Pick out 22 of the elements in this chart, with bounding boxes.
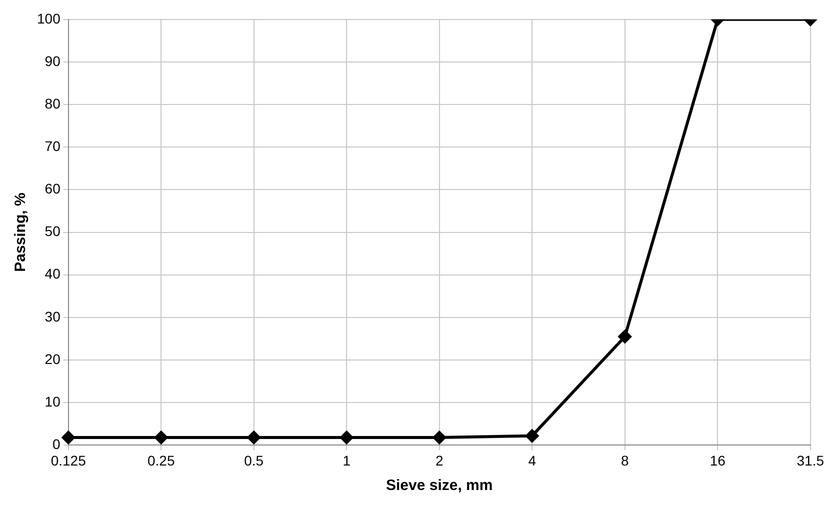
x-tick-label: 0.25 [147, 452, 175, 468]
x-tick-label: 0.5 [244, 452, 264, 468]
x-tick-label: 8 [620, 452, 629, 468]
y-tick-label: 70 [44, 138, 61, 154]
y-tick-label: 50 [44, 223, 61, 240]
x-tick-label: 0.125 [50, 452, 86, 468]
y-tick-label: 90 [44, 52, 61, 69]
x-tick-label: 4 [528, 452, 536, 468]
y-tick-label: 20 [44, 350, 61, 367]
x-tick-label: 31.5 [796, 452, 824, 468]
y-tick-label: 30 [44, 308, 61, 324]
y-tick-label: 80 [44, 95, 61, 112]
x-tick-label: 2 [435, 452, 444, 468]
x-tick-label: 1 [342, 452, 351, 468]
y-tick-label: 60 [44, 180, 61, 197]
x-axis-title: Sieve size, mm [386, 477, 493, 494]
y-tick-label: 100 [37, 10, 61, 26]
y-tick-label: 40 [44, 266, 61, 282]
y-tick-label: 0 [52, 436, 61, 452]
y-axis-title: Passing, % [12, 192, 30, 272]
x-tick-label: 16 [710, 452, 726, 468]
y-tick-label: 10 [44, 393, 61, 410]
